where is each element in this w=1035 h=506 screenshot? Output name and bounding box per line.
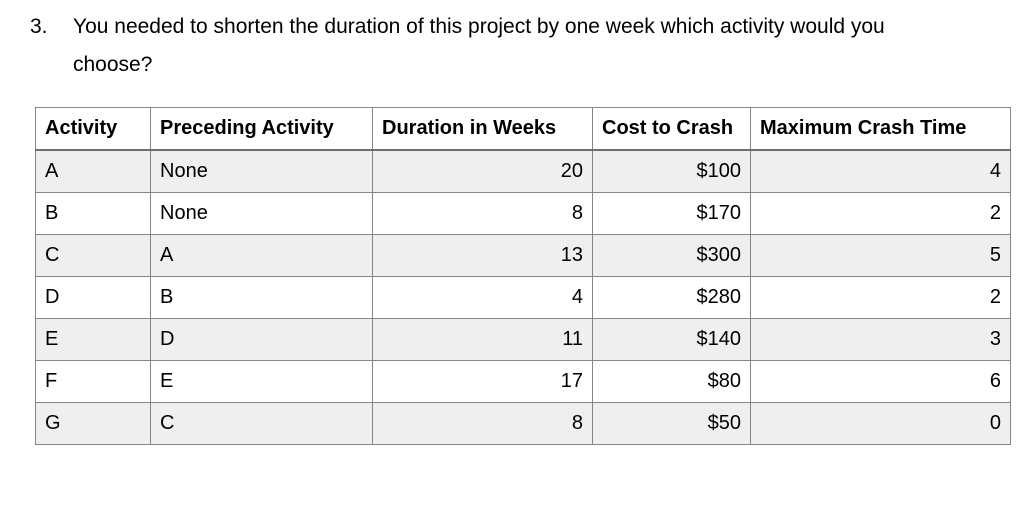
cell-preceding: None bbox=[150, 149, 373, 193]
cell-preceding: A bbox=[150, 234, 373, 277]
cell-duration: 17 bbox=[372, 360, 593, 403]
cell-duration: 8 bbox=[372, 402, 593, 445]
column-header: Maximum Crash Time bbox=[750, 107, 1011, 151]
cell-cost: $100 bbox=[592, 149, 751, 193]
cell-activity: D bbox=[35, 276, 151, 319]
cell-duration: 11 bbox=[372, 318, 593, 361]
cell-activity: F bbox=[35, 360, 151, 403]
cell-activity: E bbox=[35, 318, 151, 361]
question: 3. You needed to shorten the duration of… bbox=[30, 8, 990, 84]
cell-duration: 20 bbox=[372, 149, 593, 193]
cell-max_crash: 2 bbox=[750, 192, 1011, 235]
cell-preceding: None bbox=[150, 192, 373, 235]
table-row: B None 8 $170 2 bbox=[35, 192, 1011, 235]
table-row: A None 20 $100 4 bbox=[35, 149, 1011, 193]
cell-duration: 8 bbox=[372, 192, 593, 235]
cell-max_crash: 0 bbox=[750, 402, 1011, 445]
cell-duration: 4 bbox=[372, 276, 593, 319]
table-row: E D 11 $140 3 bbox=[35, 318, 1011, 361]
question-text: You needed to shorten the duration of th… bbox=[73, 15, 885, 76]
cell-preceding: D bbox=[150, 318, 373, 361]
cell-cost: $80 bbox=[592, 360, 751, 403]
cell-max_crash: 6 bbox=[750, 360, 1011, 403]
cell-cost: $280 bbox=[592, 276, 751, 319]
question-number: 3. bbox=[30, 15, 48, 38]
cell-cost: $50 bbox=[592, 402, 751, 445]
cell-cost: $140 bbox=[592, 318, 751, 361]
cell-activity: A bbox=[35, 149, 151, 193]
cell-cost: $300 bbox=[592, 234, 751, 277]
cell-activity: C bbox=[35, 234, 151, 277]
table-row: C A 13 $300 5 bbox=[35, 234, 1011, 277]
cell-max_crash: 5 bbox=[750, 234, 1011, 277]
activity-crash-table: Activity Preceding Activity Duration in We… bbox=[35, 107, 1011, 445]
cell-max_crash: 4 bbox=[750, 149, 1011, 193]
cell-preceding: C bbox=[150, 402, 373, 445]
table-row: G C 8 $50 0 bbox=[35, 402, 1011, 445]
cell-preceding: B bbox=[150, 276, 373, 319]
table-header-row: Activity Preceding Activity Duration in We… bbox=[35, 107, 1011, 151]
cell-max_crash: 2 bbox=[750, 276, 1011, 319]
cell-activity: B bbox=[35, 192, 151, 235]
column-header: Activity bbox=[35, 107, 151, 151]
table-row: D B 4 $280 2 bbox=[35, 276, 1011, 319]
column-header: Cost to Crash bbox=[592, 107, 751, 151]
cell-preceding: E bbox=[150, 360, 373, 403]
column-header: Duration in Weeks bbox=[372, 107, 593, 151]
cell-cost: $170 bbox=[592, 192, 751, 235]
table-row: F E 17 $80 6 bbox=[35, 360, 1011, 403]
cell-duration: 13 bbox=[372, 234, 593, 277]
cell-max_crash: 3 bbox=[750, 318, 1011, 361]
cell-activity: G bbox=[35, 402, 151, 445]
column-header: Preceding Activity bbox=[150, 107, 373, 151]
table-body: A None 20 $100 4 B None 8 $170 2 C A 13 $300 5 D B 4 $280 2… bbox=[35, 149, 1011, 445]
